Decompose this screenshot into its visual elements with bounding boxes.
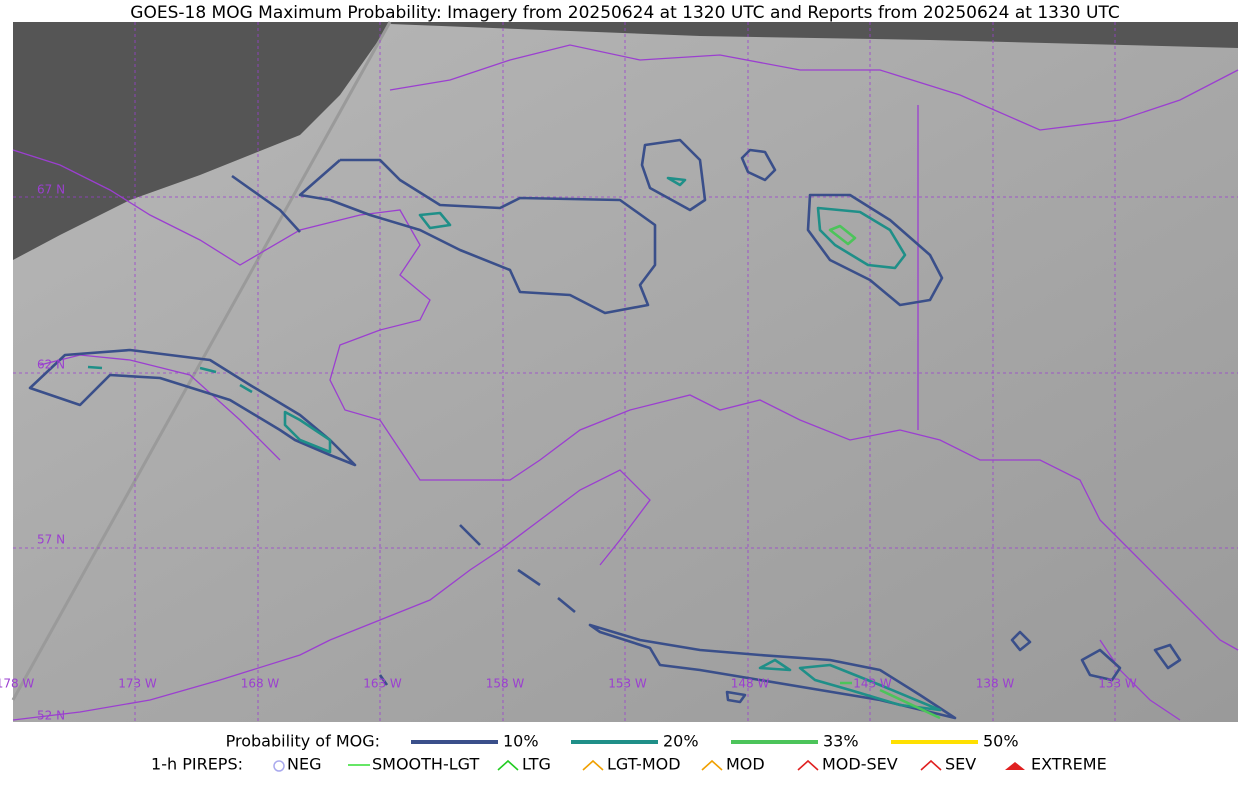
lon-label: 168 W <box>241 677 280 691</box>
pirep-label: NEG <box>287 755 321 774</box>
pirep-icon <box>497 759 519 771</box>
pirep-icon <box>273 760 285 772</box>
title: GOES-18 MOG Maximum Probability: Imagery… <box>130 3 1119 23</box>
lon-label: 153 W <box>608 677 647 691</box>
pirep-icon <box>1005 762 1025 770</box>
legend-label: 10% <box>503 732 539 751</box>
contour <box>28 348 357 467</box>
lon-label: 158 W <box>486 677 525 691</box>
contour <box>418 211 452 230</box>
no-data <box>13 22 1238 260</box>
pirep-icon <box>920 759 942 771</box>
lon-label: 178 W <box>0 677 34 691</box>
orbit-line <box>11 21 392 701</box>
lon-label: 133 W <box>1098 677 1137 691</box>
pirep-label: MOD-SEV <box>822 755 898 774</box>
contour <box>1153 643 1182 670</box>
lat-label: 62 N <box>37 358 65 372</box>
lat-label: 52 N <box>37 709 65 723</box>
grid <box>13 22 1238 722</box>
lon-label: 138 W <box>976 677 1015 691</box>
lat-label: 67 N <box>37 183 65 197</box>
pirep-label: EXTREME <box>1031 755 1107 774</box>
contour <box>588 623 957 720</box>
lon-labels: 178 W 173 W 168 W 163 W 158 W 153 W 148 W 143 W… <box>0 677 1137 691</box>
legend-label: 20% <box>663 732 699 751</box>
map: 67 N 62 N 57 N 52 N 178 W 173 W 168 W 163 W… <box>0 21 1239 723</box>
contour <box>840 681 941 720</box>
contours <box>28 138 1182 720</box>
legend-title: Probability of MOG: <box>226 732 380 751</box>
pirep-icon <box>797 759 819 771</box>
lon-label: 173 W <box>118 677 157 691</box>
contour <box>1080 648 1122 682</box>
contour <box>740 148 777 182</box>
lat-labels: 67 N 62 N 57 N 52 N <box>37 183 65 723</box>
contour <box>231 174 301 233</box>
lon-label: 143 W <box>853 677 892 691</box>
coastlines <box>12 44 1239 721</box>
pirep-icon <box>701 759 723 771</box>
lon-label: 148 W <box>731 677 770 691</box>
contour <box>666 176 687 187</box>
contour <box>640 138 707 212</box>
contour <box>87 365 332 454</box>
lon-label: 163 W <box>363 677 402 691</box>
contour <box>828 224 857 246</box>
contour <box>298 158 657 315</box>
pirep-label: SEV <box>945 755 976 774</box>
contour <box>816 206 907 270</box>
legend: Probability of MOG: 1-h PIREPS: 10% 20% 33… <box>151 732 1107 774</box>
pirep-label: LGT-MOD <box>607 755 681 774</box>
pirep-label: SMOOTH-LGT <box>372 755 479 774</box>
pirep-label: MOD <box>726 755 765 774</box>
lat-label: 57 N <box>37 533 65 547</box>
pirep-label: LTG <box>522 755 551 774</box>
pirep-icon <box>582 759 604 771</box>
legend-title: 1-h PIREPS: <box>151 755 243 774</box>
contour <box>806 193 944 307</box>
legend-label: 33% <box>823 732 859 751</box>
legend-label: 50% <box>983 732 1019 751</box>
contour <box>1010 630 1032 652</box>
contour <box>378 524 747 704</box>
